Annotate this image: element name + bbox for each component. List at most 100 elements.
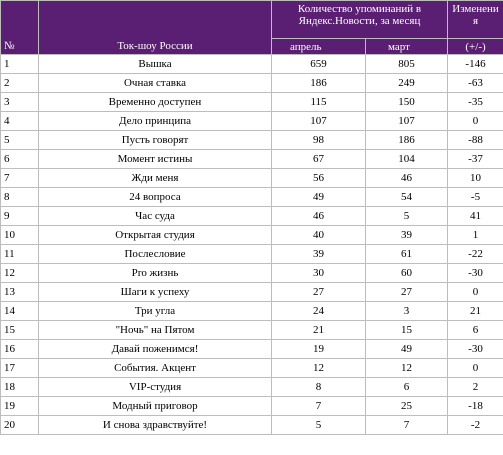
- cell-number: 15: [0, 320, 39, 340]
- cell-change: 1: [447, 225, 503, 245]
- cell-march: 60: [364, 263, 449, 283]
- cell-march: 27: [364, 282, 449, 302]
- cell-show-name: И снова здравствуйте!: [38, 415, 272, 435]
- cell-number: 11: [0, 244, 39, 264]
- cell-change: 0: [447, 282, 503, 302]
- cell-march: 107: [364, 111, 449, 131]
- table-row: 19 Модный приговор 7 25 -18: [0, 396, 503, 416]
- header-row-top: № Ток-шоу России Количество упоминаний в…: [0, 0, 503, 55]
- cell-april: 19: [271, 339, 366, 359]
- cell-april: 49: [271, 187, 366, 207]
- table-row: 18 VIP-студия 8 6 2: [0, 377, 503, 397]
- cell-change: -30: [447, 263, 503, 283]
- cell-april: 27: [271, 282, 366, 302]
- cell-number: 7: [0, 168, 39, 188]
- cell-april: 67: [271, 149, 366, 169]
- cell-march: 3: [364, 301, 449, 321]
- cell-change: -22: [447, 244, 503, 264]
- cell-show-name: 24 вопроса: [38, 187, 272, 207]
- cell-april: 21: [271, 320, 366, 340]
- header-mentions-line2: Яндекс.Новости, за месяц: [298, 15, 421, 27]
- cell-change: 21: [447, 301, 503, 321]
- table-row: 13 Шаги к успеху 27 27 0: [0, 282, 503, 302]
- cell-change: 0: [447, 111, 503, 131]
- cell-number: 3: [0, 92, 39, 112]
- cell-change: -2: [447, 415, 503, 435]
- cell-number: 16: [0, 339, 39, 359]
- header-april: апрель: [271, 38, 366, 55]
- header-mentions: Количество упоминаний в Яндекс.Новости, …: [270, 0, 449, 39]
- cell-number: 6: [0, 149, 39, 169]
- table-row: 6 Момент истины 67 104 -37: [0, 149, 503, 169]
- table-row: 17 События. Акцент 12 12 0: [0, 358, 503, 378]
- table-row: 1 Вышка 659 805 -146: [0, 54, 503, 74]
- cell-april: 12: [271, 358, 366, 378]
- cell-april: 107: [271, 111, 366, 131]
- cell-change: -30: [447, 339, 503, 359]
- cell-change: -88: [447, 130, 503, 150]
- cell-number: 14: [0, 301, 39, 321]
- cell-change: -35: [447, 92, 503, 112]
- cell-march: 39: [364, 225, 449, 245]
- table-row: 15 "Ночь" на Пятом 21 15 6: [0, 320, 503, 340]
- header-number: №: [0, 0, 39, 55]
- cell-march: 5: [364, 206, 449, 226]
- cell-show-name: Модный приговор: [38, 396, 272, 416]
- cell-april: 30: [271, 263, 366, 283]
- cell-april: 24: [271, 301, 366, 321]
- ratings-table: № Ток-шоу России Количество упоминаний в…: [0, 0, 503, 435]
- cell-show-name: Пусть говорят: [38, 130, 272, 150]
- cell-show-name: "Ночь" на Пятом: [38, 320, 272, 340]
- cell-march: 54: [364, 187, 449, 207]
- cell-number: 12: [0, 263, 39, 283]
- cell-show-name: Очная ставка: [38, 73, 272, 93]
- cell-show-name: События. Акцент: [38, 358, 272, 378]
- cell-march: 186: [364, 130, 449, 150]
- cell-number: 5: [0, 130, 39, 150]
- cell-show-name: Открытая студия: [38, 225, 272, 245]
- cell-change: 41: [447, 206, 503, 226]
- header-march: март: [364, 38, 449, 55]
- cell-show-name: Временно доступен: [38, 92, 272, 112]
- cell-march: 61: [364, 244, 449, 264]
- cell-april: 40: [271, 225, 366, 245]
- cell-show-name: VIP-студия: [38, 377, 272, 397]
- cell-show-name: Pro жизнь: [38, 263, 272, 283]
- cell-march: 104: [364, 149, 449, 169]
- table-row: 16 Давай поженимся! 19 49 -30: [0, 339, 503, 359]
- cell-april: 98: [271, 130, 366, 150]
- cell-show-name: Дело принципа: [38, 111, 272, 131]
- cell-change: 0: [447, 358, 503, 378]
- cell-show-name: Момент истины: [38, 149, 272, 169]
- cell-march: 7: [364, 415, 449, 435]
- cell-march: 49: [364, 339, 449, 359]
- cell-show-name: Шаги к успеху: [38, 282, 272, 302]
- table-row: 2 Очная ставка 186 249 -63: [0, 73, 503, 93]
- table-body: 1 Вышка 659 805 -146 2 Очная ставка 186 249 -63 3 В…: [0, 54, 503, 435]
- table-row: 11 Послесловие 39 61 -22: [0, 244, 503, 264]
- cell-change: -18: [447, 396, 503, 416]
- cell-march: 46: [364, 168, 449, 188]
- table-row: 3 Временно доступен 115 150 -35: [0, 92, 503, 112]
- header-plusminus: (+/-): [447, 38, 503, 55]
- cell-number: 17: [0, 358, 39, 378]
- table-row: 7 Жди меня 56 46 10: [0, 168, 503, 188]
- cell-april: 56: [271, 168, 366, 188]
- cell-number: 13: [0, 282, 39, 302]
- cell-show-name: Давай поженимся!: [38, 339, 272, 359]
- cell-show-name: Три угла: [38, 301, 272, 321]
- cell-march: 6: [364, 377, 449, 397]
- cell-show-name: Час суда: [38, 206, 272, 226]
- table-row: 8 24 вопроса 49 54 -5: [0, 187, 503, 207]
- cell-april: 8: [271, 377, 366, 397]
- cell-change: -37: [447, 149, 503, 169]
- table-row: 12 Pro жизнь 30 60 -30: [0, 263, 503, 283]
- cell-number: 4: [0, 111, 39, 131]
- cell-april: 46: [271, 206, 366, 226]
- cell-april: 115: [271, 92, 366, 112]
- cell-change: -146: [447, 54, 503, 74]
- cell-change: 6: [447, 320, 503, 340]
- header-change-line2: я: [472, 15, 479, 27]
- cell-april: 186: [271, 73, 366, 93]
- table-row: 9 Час суда 46 5 41: [0, 206, 503, 226]
